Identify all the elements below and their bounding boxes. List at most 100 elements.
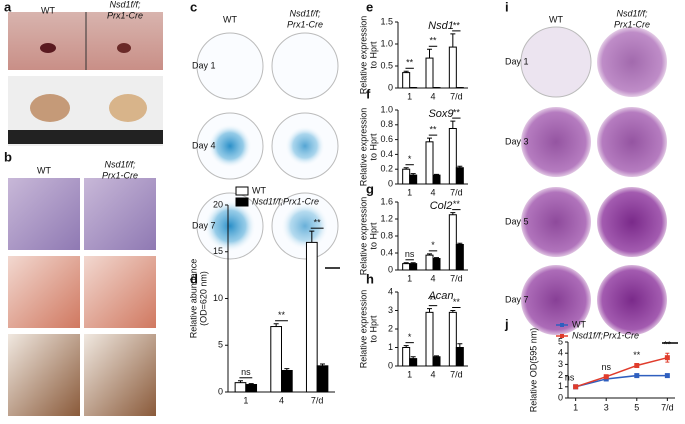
y-tick-label: 5 xyxy=(218,340,223,350)
error-bar xyxy=(457,343,463,348)
error-bar xyxy=(450,33,456,48)
bar xyxy=(432,174,441,185)
group-label: Nsd1f/f; xyxy=(104,159,136,169)
error-bar xyxy=(427,308,432,313)
day-label: Day 1 xyxy=(505,56,529,66)
significance: ** xyxy=(453,20,461,30)
y-tick-label: 3 xyxy=(388,305,393,315)
error-bar xyxy=(450,212,456,215)
group-label: WT xyxy=(549,14,563,24)
significance: ** xyxy=(453,297,461,307)
x-tick-label: 1 xyxy=(407,91,412,101)
bar xyxy=(455,167,464,185)
y-tick-label: 0 xyxy=(558,392,563,402)
x-tick-label: 7/d xyxy=(450,369,463,379)
y-tick-label: 1.0 xyxy=(380,104,393,114)
significance: ** xyxy=(453,199,461,209)
error-bar xyxy=(237,380,243,383)
x-tick-label: 7/d xyxy=(661,402,674,412)
y-tick-label: 2 xyxy=(558,370,563,380)
legend-swatch xyxy=(560,323,564,327)
y-axis-label: Relative expression xyxy=(358,108,368,187)
chart: 0 0.5 1.0 1.5 Relative expression to Hprt Nsd1… xyxy=(358,16,468,101)
chart-title: Col2 xyxy=(430,200,453,212)
y-axis-label: to Hprt xyxy=(368,222,378,250)
significance: ns xyxy=(241,367,251,377)
x-tick-label: 4 xyxy=(430,273,435,283)
bar xyxy=(425,141,434,185)
legend-label: Nsd1f/f;Prx1-Cre xyxy=(572,330,639,340)
error-bar xyxy=(457,242,463,245)
y-tick-label: 0.4 xyxy=(380,149,393,159)
y-tick-label: 2 xyxy=(388,323,393,333)
error-bar xyxy=(403,70,409,73)
y-tick-label: 0 xyxy=(388,82,393,92)
error-bar xyxy=(434,173,439,176)
day-label: Day 1 xyxy=(192,60,216,70)
bar xyxy=(409,358,418,367)
error-bar xyxy=(284,368,290,371)
bar xyxy=(316,365,329,393)
error-bar xyxy=(273,323,279,327)
error-bar xyxy=(403,262,409,264)
day-label: Day 7 xyxy=(505,294,529,304)
error-bar xyxy=(410,173,416,176)
y-tick-label: 0.6 xyxy=(380,134,393,144)
y-axis-label: to Hprt xyxy=(368,41,378,69)
significance: ** xyxy=(314,218,322,228)
y-tick-label: 1 xyxy=(558,381,563,391)
point xyxy=(634,363,640,369)
error-bar xyxy=(427,48,432,59)
chart-title: Sox9 xyxy=(428,108,453,120)
error-bar xyxy=(410,356,416,359)
x-tick-label: 7/d xyxy=(311,395,324,405)
error-bar xyxy=(248,383,254,385)
line xyxy=(575,356,668,388)
bar xyxy=(402,347,411,367)
bar xyxy=(245,384,258,393)
error-bar xyxy=(320,363,326,366)
day-label: Day 3 xyxy=(505,136,529,146)
legend-swatch xyxy=(560,334,564,338)
legend-swatch xyxy=(235,197,249,207)
x-tick-label: 4 xyxy=(430,91,435,101)
error-bar xyxy=(434,355,439,357)
panel-label: i xyxy=(505,0,509,14)
error-bar xyxy=(450,120,456,129)
legend-label: WT xyxy=(572,319,586,329)
y-tick-label: 0.2 xyxy=(380,164,393,174)
significance: ** xyxy=(633,350,641,360)
day-label: Day 5 xyxy=(505,216,529,226)
y-tick-label: 15 xyxy=(213,246,223,256)
y-tick-label: 20 xyxy=(213,199,223,209)
bar xyxy=(234,382,247,393)
y-tick-label: 4 xyxy=(558,348,563,358)
bar xyxy=(448,214,457,271)
y-axis-label: Relative expression xyxy=(358,16,368,95)
y-tick-label: 3 xyxy=(558,359,563,369)
bar xyxy=(425,311,434,367)
y-tick-label: 0 xyxy=(388,264,393,274)
bar xyxy=(425,57,434,89)
group-label: WT xyxy=(223,14,237,24)
significance: * xyxy=(408,154,412,164)
group-label: Nsd1f/f; xyxy=(616,8,648,18)
x-tick-label: 4 xyxy=(430,369,435,379)
error-bar xyxy=(434,257,439,259)
y-tick-label: 5 xyxy=(558,336,563,346)
bar xyxy=(409,174,418,185)
y-tick-label: 0 xyxy=(218,386,223,396)
point xyxy=(664,373,670,379)
x-tick-label: 3 xyxy=(604,402,609,412)
panel-label: g xyxy=(366,181,374,196)
y-tick-label: 0.5 xyxy=(380,60,393,70)
panel-c-images xyxy=(196,32,340,269)
panel-label: d xyxy=(190,271,198,286)
panel-label: a xyxy=(4,0,12,14)
group-label: WT xyxy=(41,5,55,15)
significance: ns xyxy=(565,373,575,383)
bar xyxy=(455,347,464,367)
x-tick-label: 1 xyxy=(407,187,412,197)
bar xyxy=(270,326,282,393)
